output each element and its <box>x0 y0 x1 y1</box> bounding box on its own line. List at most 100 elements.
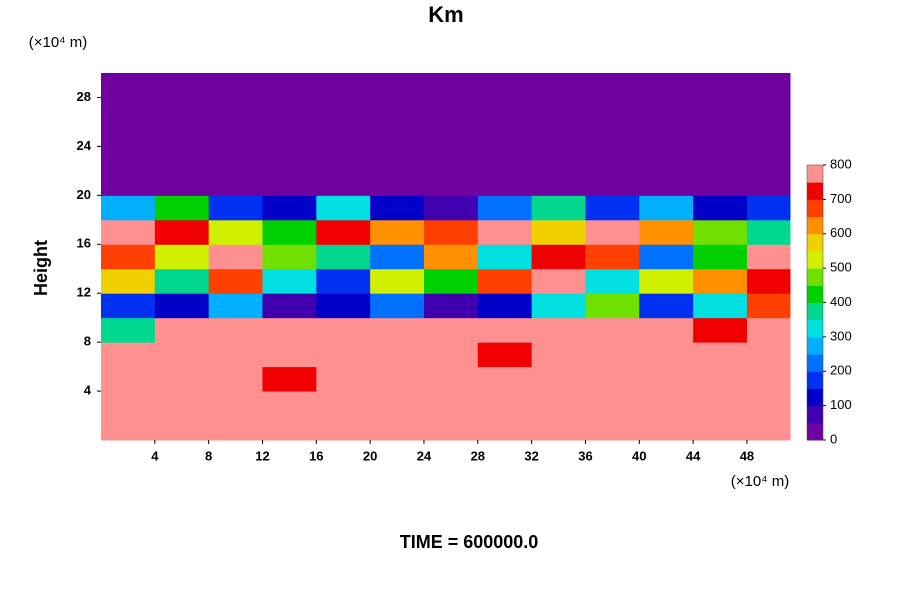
field-cell <box>693 317 748 343</box>
field-cell <box>316 97 371 123</box>
field-cell <box>370 415 425 441</box>
field-cell <box>693 219 748 245</box>
field-cell <box>693 195 748 221</box>
field-cell <box>423 391 479 417</box>
field-cell <box>154 97 210 123</box>
x-tick-label: 24 <box>417 448 432 463</box>
field-cell <box>693 415 748 441</box>
field-cell <box>101 219 156 245</box>
field-cell <box>531 219 586 245</box>
field-cell <box>423 342 479 368</box>
field-cell <box>585 391 640 417</box>
colorbar-tick-label: 300 <box>830 328 852 343</box>
x-tick-label: 48 <box>740 448 754 463</box>
colorbar-tick-label: 200 <box>830 363 852 378</box>
field-cell <box>746 121 791 147</box>
field-cell <box>639 121 694 147</box>
field-cell <box>746 170 791 196</box>
field-cell <box>693 366 748 392</box>
field-cell <box>208 121 263 147</box>
colorbar-band <box>807 268 823 286</box>
field-cell <box>585 342 640 368</box>
field-cell <box>746 73 791 98</box>
field-cell <box>208 268 263 294</box>
field-cell <box>316 146 371 172</box>
field-cell <box>262 170 317 196</box>
field-cell <box>154 219 210 245</box>
field-cell <box>531 97 586 123</box>
y-tick-label: 4 <box>84 383 92 398</box>
x-tick-label: 4 <box>151 448 159 463</box>
field-cell <box>370 293 425 319</box>
field-cell <box>477 170 533 196</box>
field-cell <box>585 268 640 294</box>
colorbar-tick-label: 0 <box>830 431 837 446</box>
y-tick-label: 24 <box>77 138 92 153</box>
colorbar-band <box>807 233 823 252</box>
field-cell <box>101 342 156 368</box>
field-cell <box>746 195 791 221</box>
field-cell <box>262 391 317 417</box>
colorbar-band <box>807 250 823 269</box>
field-cell <box>101 317 156 343</box>
field-cell <box>639 268 694 294</box>
field-cell <box>154 244 210 270</box>
field-cell <box>477 268 533 294</box>
field-cell <box>585 97 640 123</box>
field-cell <box>423 366 479 392</box>
field-cell <box>370 366 425 392</box>
field-cell <box>746 219 791 245</box>
field-cell <box>693 268 748 294</box>
field-cell <box>154 268 210 294</box>
field-cell <box>370 244 425 270</box>
field-cell <box>477 244 533 270</box>
field-cell <box>154 317 210 343</box>
field-cell <box>316 73 371 98</box>
field-cell <box>585 195 640 221</box>
field-cell <box>639 170 694 196</box>
field-cell <box>154 146 210 172</box>
field-cell <box>531 195 586 221</box>
field-cell <box>316 391 371 417</box>
x-tick-label: 20 <box>363 448 377 463</box>
field-cell <box>154 170 210 196</box>
field-cell <box>101 195 156 221</box>
field-cell <box>746 415 791 441</box>
y-axis-label: Height <box>31 240 51 296</box>
field-cell <box>370 342 425 368</box>
field-cell <box>208 170 263 196</box>
field-cell <box>262 146 317 172</box>
field-cell <box>154 342 210 368</box>
field-cell <box>423 170 479 196</box>
field-cell <box>477 146 533 172</box>
field-cell <box>208 317 263 343</box>
field-cell <box>531 415 586 441</box>
field-cell <box>639 342 694 368</box>
field-cell <box>262 415 317 441</box>
field-cell <box>639 146 694 172</box>
field-cell <box>423 244 479 270</box>
field-cell <box>370 73 425 98</box>
field-cell <box>262 97 317 123</box>
field-cell <box>423 415 479 441</box>
field-cell <box>423 317 479 343</box>
chart-title: Km <box>428 2 463 27</box>
field-cell <box>208 244 263 270</box>
field-cell <box>585 121 640 147</box>
field-cell <box>639 97 694 123</box>
field-cell <box>316 342 371 368</box>
field-cell <box>101 268 156 294</box>
field-cell <box>208 415 263 441</box>
field-cell <box>208 366 263 392</box>
field-cell <box>423 121 479 147</box>
field-cell <box>693 73 748 98</box>
field-cell <box>477 366 533 392</box>
colorbar-tick-label: 800 <box>830 156 852 171</box>
field-cell <box>154 73 210 98</box>
field-cell <box>262 366 317 392</box>
y-tick-label: 12 <box>77 285 91 300</box>
colorbar-tick-label: 700 <box>830 191 852 206</box>
field-cell <box>316 219 371 245</box>
field-cell <box>370 219 425 245</box>
field-cell <box>154 415 210 441</box>
